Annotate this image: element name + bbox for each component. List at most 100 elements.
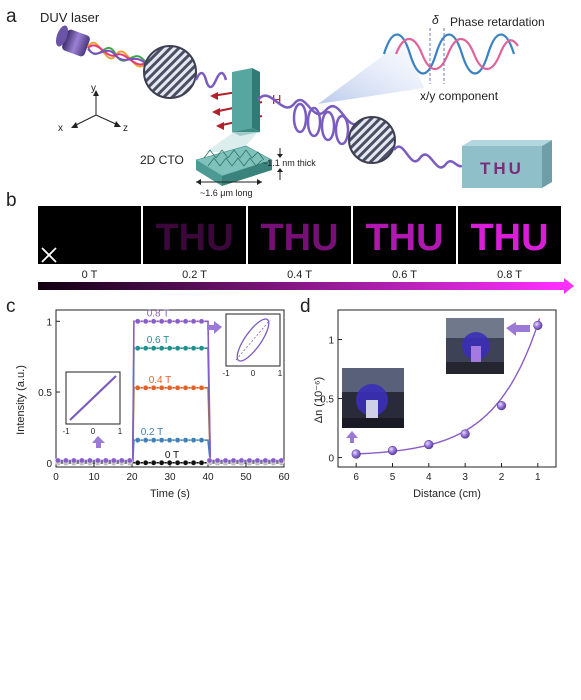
d-ytick-label: 0.5	[320, 395, 334, 406]
c-point-4	[230, 457, 237, 464]
c-point-0	[158, 459, 165, 466]
c-inset2-tick: 0	[251, 369, 256, 378]
c-point-4	[87, 457, 93, 464]
c-ytick-label: 0.5	[38, 388, 52, 399]
c-inset1-arrow-icon	[92, 436, 105, 448]
c-point-3	[182, 345, 189, 351]
delta-symbol: δ	[432, 13, 439, 27]
field-label: H	[272, 92, 281, 107]
coordinate-axes	[71, 90, 121, 128]
c-point-4	[246, 457, 253, 464]
c-point-0	[198, 459, 205, 466]
polarizer-1-icon	[143, 45, 197, 99]
screen-text: THU	[480, 159, 524, 178]
d-point-1	[387, 445, 398, 456]
c-xtick-label: 10	[88, 472, 100, 483]
c-inset2-frame	[225, 313, 281, 367]
panel-a: a DUV laser H	[6, 6, 552, 198]
polarization-cross-icon	[41, 247, 57, 263]
b-frame-label-4: 0.8 T	[497, 269, 522, 281]
c-point-3	[166, 345, 173, 351]
cross-line-2	[41, 247, 57, 263]
c-point-4	[134, 318, 141, 325]
c-point-4	[182, 318, 189, 325]
axis-z-label: z	[123, 123, 128, 134]
panel-d-letter: d	[300, 296, 311, 317]
c-point-4	[254, 457, 261, 464]
c-point-3	[142, 345, 149, 351]
b-frame-word-4: THU	[470, 217, 548, 259]
c-point-3	[198, 345, 205, 351]
c-inset1-tick: 1	[118, 427, 123, 436]
c-point-0	[166, 459, 173, 466]
c-point-0	[142, 459, 149, 466]
d-xtick-label: 4	[426, 472, 432, 483]
c-point-4	[222, 457, 229, 464]
c-point-0	[150, 459, 157, 466]
c-point-3	[158, 345, 165, 351]
axis-y-label: y	[91, 83, 96, 94]
c-point-1	[142, 437, 149, 443]
photo-inset-far	[342, 368, 404, 428]
d-ytick-label: 1	[328, 336, 334, 347]
c-inset-ellipse: -1 0 1	[222, 313, 283, 378]
d-point-0	[351, 449, 361, 459]
b-frame-1	[143, 206, 246, 264]
c-point-4	[174, 318, 181, 325]
c-point-2	[134, 384, 141, 391]
c-point-4	[126, 457, 133, 464]
c-inset2-tick: -1	[222, 369, 230, 378]
c-point-4	[71, 457, 77, 464]
c-point-3	[134, 345, 141, 351]
d-xtick-label: 3	[462, 472, 468, 483]
d-xtick-label: 1	[535, 472, 541, 483]
c-point-4	[63, 457, 69, 464]
d-fit-curve	[352, 318, 541, 455]
c-inset2-axis	[235, 319, 271, 361]
c-point-4	[150, 318, 157, 325]
c-point-4	[262, 457, 269, 464]
d-point-3	[460, 429, 470, 439]
c-xlabel: Time (s)	[150, 488, 190, 500]
panel-b-letter: b	[6, 190, 17, 211]
panel-d: d Δn (10⁻⁶) Distance (cm) 6 5 4 3 2 1 0 0.5 1	[300, 296, 557, 500]
c-point-4	[190, 318, 197, 325]
c-point-1	[158, 437, 165, 443]
c-point-4	[102, 457, 109, 464]
screen-block	[462, 140, 552, 188]
c-point-1	[150, 437, 157, 443]
laser-label: DUV laser	[40, 10, 100, 25]
c-point-4	[55, 457, 61, 464]
beam-to-crystal	[194, 71, 228, 89]
b-frame-word-1: THU	[155, 217, 233, 259]
axis-x-label: x	[58, 123, 63, 134]
retardation-label: Phase retardation	[450, 15, 545, 29]
b-frame-2	[248, 206, 351, 264]
c-arrow2-body	[207, 325, 214, 330]
panel-c-letter: c	[6, 296, 16, 317]
material-label: 2D CTO	[140, 153, 184, 167]
d-plot-area: 6 5 4 3 2 1 0 0.5 1	[320, 309, 557, 483]
c-point-1	[174, 437, 181, 443]
c-series-label-1: 0.2 T	[141, 427, 164, 438]
b-frame-4	[458, 206, 561, 264]
thickness-label: ~1.1 nm thick	[262, 158, 316, 168]
c-point-4	[95, 457, 101, 464]
beam-to-screen	[392, 145, 463, 169]
panel-a-letter: a	[6, 6, 17, 27]
zoom-cone	[206, 132, 258, 152]
b-frame-word-3: THU	[365, 217, 443, 259]
c-xtick-label: 50	[240, 472, 252, 483]
d-point-5	[533, 320, 543, 330]
crystal-plate-icon	[232, 68, 260, 136]
c-xtick-label: 30	[164, 472, 176, 483]
thickness-marker	[277, 148, 283, 180]
d-arrow-far-icon	[346, 431, 358, 443]
c-ytick-label: 0	[46, 459, 52, 470]
c-point-3	[174, 345, 181, 351]
d-ylabel: Δn (10⁻⁶)	[313, 377, 325, 423]
c-point-4	[118, 457, 125, 464]
